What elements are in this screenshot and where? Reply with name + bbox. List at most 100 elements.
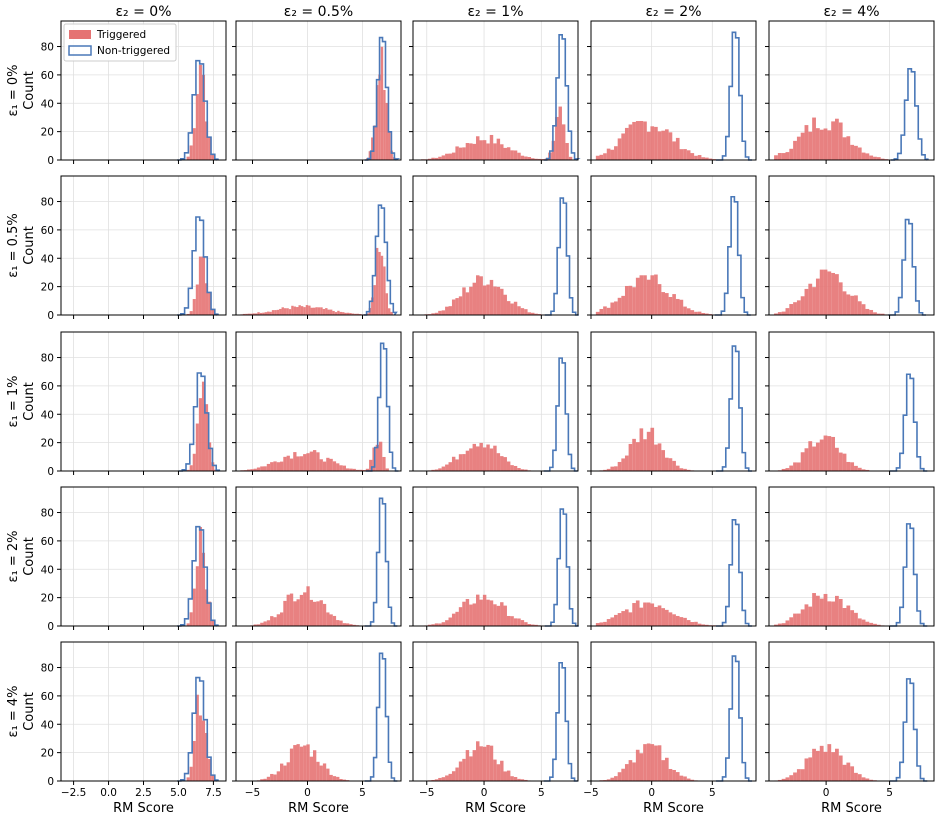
y-tick-label: 0 (47, 155, 54, 167)
triggered-bar (211, 462, 215, 471)
triggered-bar (861, 619, 866, 626)
triggered-bar (789, 617, 794, 626)
triggered-bar (686, 469, 691, 471)
triggered-bar (339, 465, 343, 471)
triggered-bar (208, 442, 212, 471)
y-tick-label: 0 (47, 466, 54, 478)
triggered-bar (355, 469, 360, 471)
triggered-bar (349, 468, 353, 471)
triggered-bar (524, 309, 528, 315)
panel-frame (590, 641, 757, 782)
triggered-bar (462, 147, 466, 160)
triggered-bar (283, 765, 287, 781)
triggered-bar (493, 143, 497, 160)
triggered-bar (316, 452, 320, 471)
triggered-bar (793, 140, 797, 160)
triggered-bar (628, 612, 633, 626)
triggered-bar (675, 137, 680, 160)
triggered-bar (208, 758, 212, 781)
panel-r4-c3 (409, 486, 579, 630)
triggered-bar (379, 441, 383, 471)
triggered-bar (812, 287, 816, 315)
triggered-bar (337, 310, 340, 315)
non-triggered-outline (889, 373, 928, 472)
triggered-bar (388, 308, 391, 315)
triggered-bar (793, 462, 797, 471)
triggered-bar (329, 309, 333, 315)
non-triggered-outline (715, 31, 752, 161)
triggered-bar (850, 295, 855, 315)
triggered-bar (831, 752, 835, 781)
triggered-bar (869, 622, 874, 626)
triggered-bar (804, 448, 809, 471)
triggered-bar (462, 287, 466, 315)
triggered-bar (479, 442, 483, 471)
triggered-bar (823, 128, 828, 160)
triggered-bar (303, 592, 307, 626)
triggered-bar (524, 622, 528, 626)
non-triggered-outline (544, 508, 579, 627)
triggered-bar (603, 306, 607, 315)
triggered-bar (650, 427, 655, 471)
triggered-bar (293, 452, 297, 471)
triggered-bar (476, 741, 480, 781)
triggered-bar (458, 147, 463, 160)
triggered-bar (438, 777, 442, 781)
panel-r5-c4: −5 0 5 RM Score (583, 641, 757, 816)
triggered-bar (665, 129, 669, 160)
panel-frame (412, 175, 579, 316)
triggered-bar (675, 772, 680, 781)
triggered-bar (266, 620, 271, 626)
triggered-bar (632, 762, 636, 781)
triggered-bar (777, 623, 782, 626)
triggered-bar (838, 598, 843, 626)
triggered-bar (785, 620, 790, 626)
triggered-bar (835, 748, 839, 781)
triggered-bar (329, 458, 333, 471)
triggered-bar (356, 313, 359, 315)
triggered-bar (354, 313, 357, 315)
triggered-bar (635, 749, 640, 781)
triggered-bar (427, 158, 432, 160)
y-tick-label: 0 (47, 310, 54, 322)
triggered-bar (198, 526, 202, 626)
triggered-bar (296, 744, 300, 781)
triggered-bar (831, 601, 835, 626)
triggered-bar (469, 143, 473, 160)
triggered-bar (665, 293, 669, 315)
triggered-bar (259, 312, 263, 315)
triggered-bar (819, 439, 824, 471)
triggered-bar (308, 305, 311, 315)
triggered-bar (266, 776, 271, 781)
triggered-bar (299, 594, 304, 626)
triggered-bar (293, 306, 297, 315)
triggered-bar (346, 623, 350, 626)
triggered-bar (344, 312, 347, 315)
panel-r2-c1: 0 20 40 60 80 ε₁ = 0.5% Count (6, 175, 227, 322)
triggered-bar (639, 607, 644, 626)
triggered-bar (668, 458, 673, 471)
triggered-bar (476, 275, 480, 315)
x-tick-label: 7.5 (205, 787, 222, 799)
triggered-bar (683, 149, 687, 160)
triggered-bar (455, 767, 459, 781)
panel-r1-c4: ε₂ = 2% (587, 4, 757, 164)
triggered-bar (632, 438, 636, 471)
triggered-bar (286, 594, 290, 626)
y-axis-label: Count (22, 692, 37, 731)
triggered-bar (208, 601, 212, 626)
triggered-bar (614, 614, 618, 626)
triggered-bar (270, 616, 274, 626)
triggered-bar (650, 744, 655, 781)
triggered-bar (189, 311, 193, 315)
triggered-bar (517, 152, 521, 160)
triggered-bar (479, 599, 483, 626)
triggered-bar (789, 148, 794, 160)
triggered-bar (476, 594, 480, 626)
triggered-bar (705, 624, 709, 626)
triggered-bar (517, 468, 521, 471)
triggered-bar (646, 743, 651, 781)
triggered-bar (369, 459, 373, 471)
triggered-bar (781, 468, 786, 471)
triggered-bar (263, 466, 267, 471)
